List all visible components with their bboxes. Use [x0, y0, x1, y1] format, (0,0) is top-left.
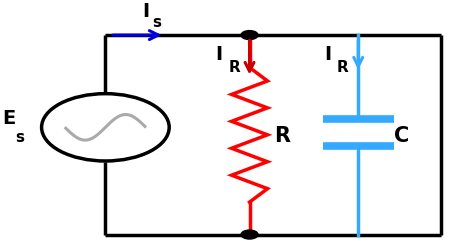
Text: $\mathbf{s}$: $\mathbf{s}$ — [15, 129, 26, 144]
Text: $\mathbf{I}$: $\mathbf{I}$ — [215, 45, 222, 64]
Text: $\mathbf{R}$: $\mathbf{R}$ — [228, 59, 241, 75]
Circle shape — [241, 32, 258, 40]
Text: $\mathbf{R}$: $\mathbf{R}$ — [337, 59, 350, 75]
Circle shape — [241, 230, 258, 239]
Text: $\mathbf{I}$: $\mathbf{I}$ — [142, 2, 149, 21]
Text: $\mathbf{I}$: $\mathbf{I}$ — [324, 45, 331, 64]
Text: $\mathbf{E}$: $\mathbf{E}$ — [1, 108, 16, 127]
Text: $\mathbf{s}$: $\mathbf{s}$ — [152, 15, 163, 30]
Text: $\mathbf{R}$: $\mathbf{R}$ — [274, 125, 292, 145]
Text: $\mathbf{C}$: $\mathbf{C}$ — [393, 125, 409, 145]
